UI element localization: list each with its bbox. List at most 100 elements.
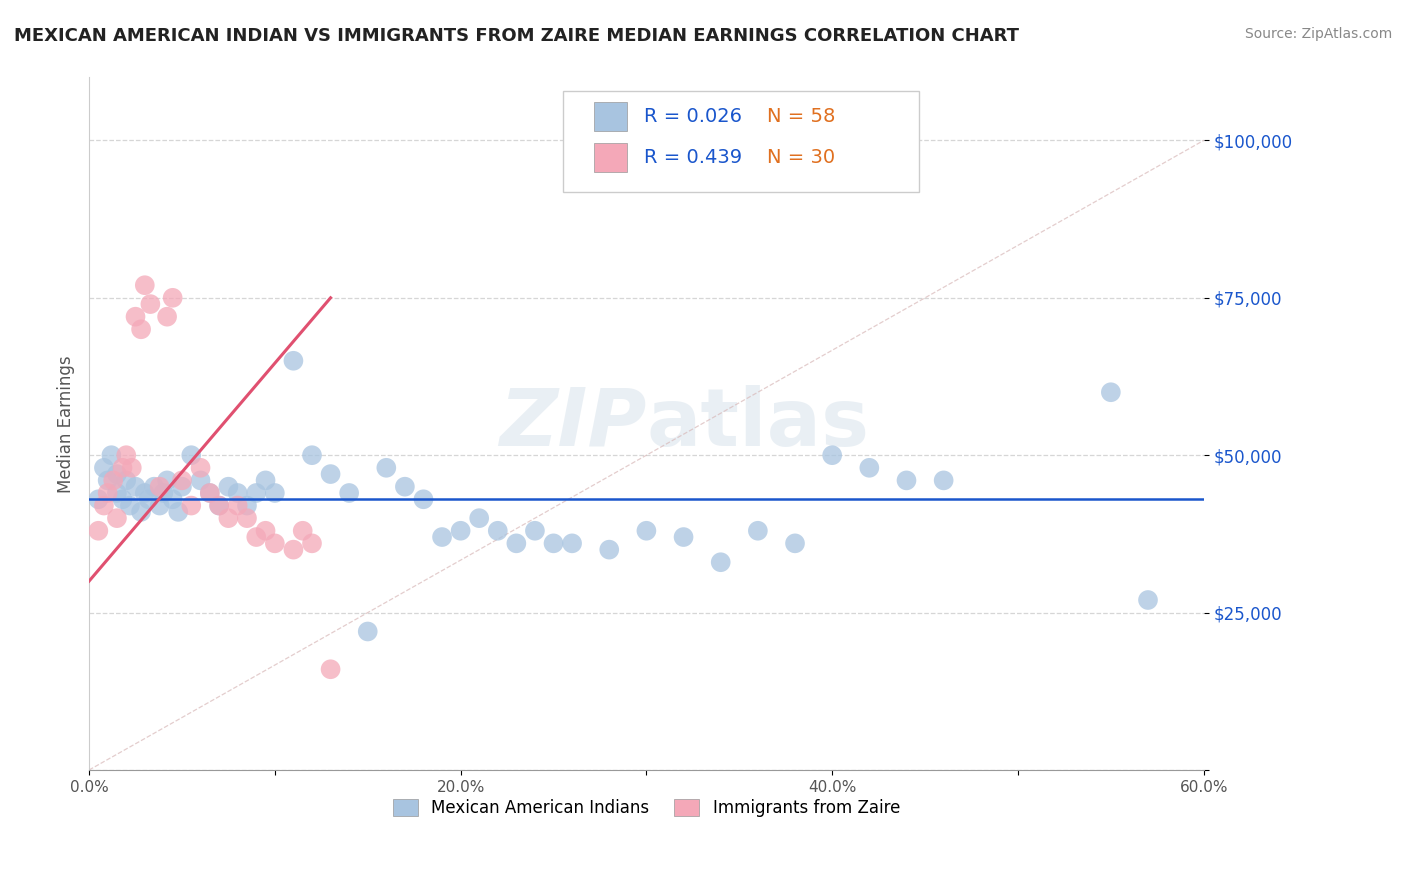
Point — [254, 524, 277, 538]
Point — [263, 536, 285, 550]
Point — [783, 536, 806, 550]
Bar — [593, 143, 627, 172]
Point — [319, 467, 342, 481]
Point — [523, 524, 546, 538]
Point — [301, 536, 323, 550]
Point — [111, 460, 134, 475]
Point — [821, 448, 844, 462]
Point — [134, 486, 156, 500]
Point — [139, 297, 162, 311]
Point — [138, 492, 160, 507]
Point — [1137, 593, 1160, 607]
Point — [180, 499, 202, 513]
Point — [412, 492, 434, 507]
Point — [93, 499, 115, 513]
Point — [115, 448, 138, 462]
FancyBboxPatch shape — [562, 91, 920, 192]
Point — [208, 499, 231, 513]
Point — [263, 486, 285, 500]
Point — [468, 511, 491, 525]
Y-axis label: Median Earnings: Median Earnings — [58, 355, 75, 492]
Point — [1099, 385, 1122, 400]
Point — [134, 278, 156, 293]
Point — [636, 524, 658, 538]
Point — [105, 467, 128, 481]
Point — [598, 542, 620, 557]
Point — [124, 480, 146, 494]
Point — [156, 474, 179, 488]
Point — [93, 460, 115, 475]
Point — [167, 505, 190, 519]
Point — [672, 530, 695, 544]
Point — [162, 492, 184, 507]
Point — [103, 474, 125, 488]
Point — [156, 310, 179, 324]
Point — [217, 480, 239, 494]
Point — [226, 499, 249, 513]
Point — [357, 624, 380, 639]
Point — [190, 474, 212, 488]
Point — [87, 492, 110, 507]
Point — [149, 480, 172, 494]
Point — [505, 536, 527, 550]
Point — [170, 474, 193, 488]
Text: R = 0.439: R = 0.439 — [644, 148, 742, 167]
Point — [111, 492, 134, 507]
Point — [129, 322, 152, 336]
Point — [858, 460, 880, 475]
Point — [190, 460, 212, 475]
Point — [291, 524, 314, 538]
Point — [180, 448, 202, 462]
Point — [543, 536, 565, 550]
Point — [301, 448, 323, 462]
Point — [105, 511, 128, 525]
Point — [932, 474, 955, 488]
Point — [430, 530, 453, 544]
Point — [100, 448, 122, 462]
Point — [283, 353, 305, 368]
Point — [394, 480, 416, 494]
Point — [118, 499, 141, 513]
Point — [245, 486, 267, 500]
Point — [226, 486, 249, 500]
Text: MEXICAN AMERICAN INDIAN VS IMMIGRANTS FROM ZAIRE MEDIAN EARNINGS CORRELATION CHA: MEXICAN AMERICAN INDIAN VS IMMIGRANTS FR… — [14, 27, 1019, 45]
Point — [115, 474, 138, 488]
Point — [236, 499, 259, 513]
Point — [337, 486, 360, 500]
Bar — [593, 102, 627, 131]
Point — [283, 542, 305, 557]
Text: atlas: atlas — [647, 384, 869, 463]
Point — [710, 555, 733, 569]
Point — [152, 486, 174, 500]
Point — [129, 505, 152, 519]
Text: N = 58: N = 58 — [766, 107, 835, 126]
Point — [208, 499, 231, 513]
Point — [97, 486, 120, 500]
Point — [170, 480, 193, 494]
Point — [87, 524, 110, 538]
Point — [97, 474, 120, 488]
Point — [561, 536, 583, 550]
Point — [149, 499, 172, 513]
Point — [486, 524, 509, 538]
Point — [319, 662, 342, 676]
Point — [124, 310, 146, 324]
Point — [254, 474, 277, 488]
Point — [217, 511, 239, 525]
Text: ZIP: ZIP — [499, 384, 647, 463]
Point — [105, 486, 128, 500]
Legend: Mexican American Indians, Immigrants from Zaire: Mexican American Indians, Immigrants fro… — [387, 792, 907, 824]
Point — [450, 524, 472, 538]
Point — [162, 291, 184, 305]
Point — [143, 480, 166, 494]
Point — [245, 530, 267, 544]
Point — [896, 474, 918, 488]
Point — [236, 511, 259, 525]
Text: R = 0.026: R = 0.026 — [644, 107, 742, 126]
Point — [121, 460, 143, 475]
Text: N = 30: N = 30 — [766, 148, 835, 167]
Point — [747, 524, 769, 538]
Point — [198, 486, 221, 500]
Text: Source: ZipAtlas.com: Source: ZipAtlas.com — [1244, 27, 1392, 41]
Point — [198, 486, 221, 500]
